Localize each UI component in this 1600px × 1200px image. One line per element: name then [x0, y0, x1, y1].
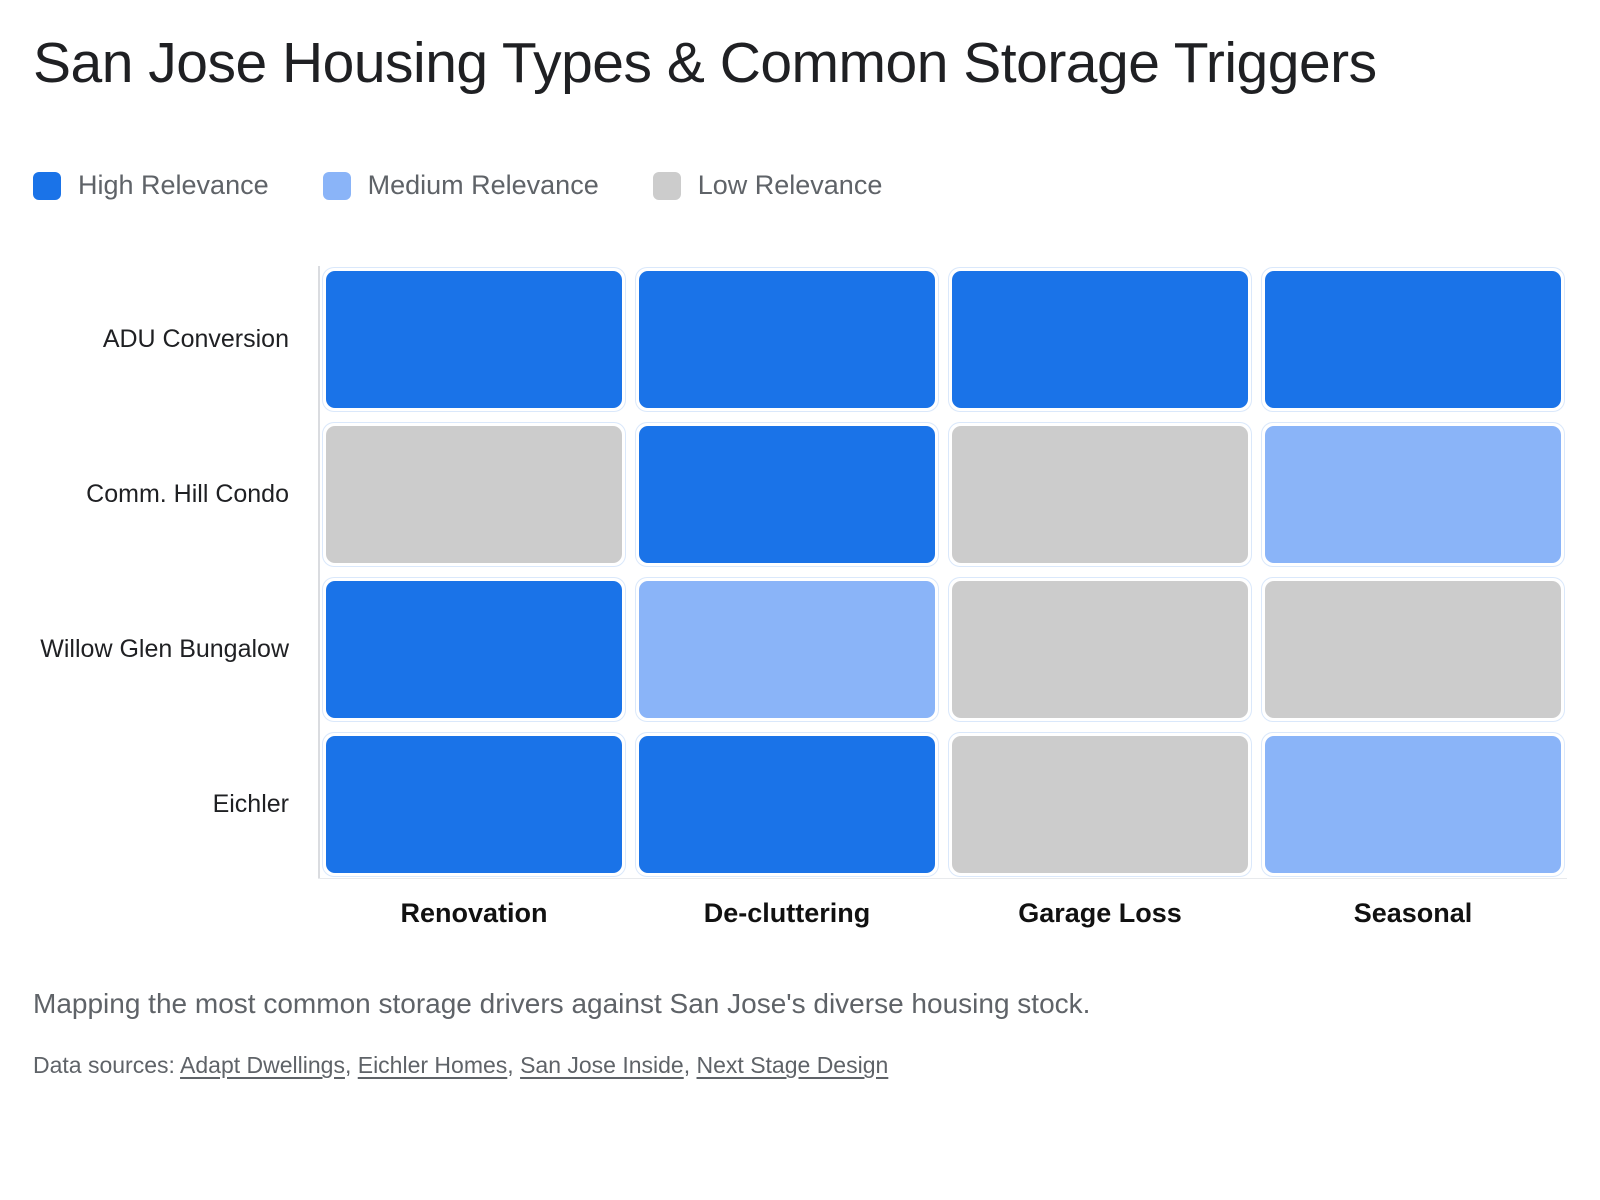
legend-item-low: Low Relevance	[652, 170, 883, 201]
source-link-adapt-dwellings[interactable]: Adapt Dwellings	[180, 1052, 345, 1078]
heatmap-grid: ADU Conversion Comm. Hill Condo Willow Gle…	[33, 267, 1565, 877]
heatmap-cell-slot	[1261, 422, 1565, 567]
heatmap-cell-willow-glen-bungalow-seasonal[interactable]	[1265, 581, 1561, 718]
chart-caption: Mapping the most common storage drivers …	[33, 988, 1091, 1019]
source-link-eichler-homes[interactable]: Eichler Homes	[357, 1052, 508, 1078]
row-label-comm-hill-condo: Comm. Hill Condo	[86, 480, 289, 508]
legend-label: Medium Relevance	[367, 170, 599, 200]
heatmap-cell-eichler-renovation[interactable]	[326, 736, 622, 873]
heatmap-cell-comm-hill-condo-de-cluttering[interactable]	[639, 426, 935, 563]
heatmap-cell-adu-conversion-seasonal[interactable]	[1265, 271, 1561, 408]
heatmap-cell-eichler-garage-loss[interactable]	[952, 736, 1248, 873]
data-sources-links: Adapt Dwellings, Eichler Homes, San Jose…	[180, 1052, 888, 1078]
heatmap-cell-slot	[948, 422, 1252, 567]
legend-item-high: High Relevance	[33, 170, 269, 201]
heatmap-cell-slot	[1261, 267, 1565, 412]
heatmap-cell-slot	[635, 422, 939, 567]
heatmap-cell-comm-hill-condo-garage-loss[interactable]	[952, 426, 1248, 563]
heatmap-cell-slot	[322, 422, 626, 567]
heatmap-cell-comm-hill-condo-seasonal[interactable]	[1265, 426, 1561, 563]
data-sources-prefix: Data sources:	[33, 1052, 181, 1078]
legend-item-medium: Medium Relevance	[322, 170, 599, 201]
heatmap-cell-willow-glen-bungalow-renovation[interactable]	[326, 581, 622, 718]
col-label-seasonal: Seasonal	[1353, 898, 1473, 928]
source-separator: ,	[344, 1052, 358, 1078]
heatmap-cell-slot	[322, 577, 626, 722]
heatmap-cell-slot	[948, 267, 1252, 412]
heatmap-cell-willow-glen-bungalow-de-cluttering[interactable]	[639, 581, 935, 718]
y-axis-line	[318, 266, 320, 879]
heatmap-cell-adu-conversion-garage-loss[interactable]	[952, 271, 1248, 408]
x-axis-labels: Renovation De-cluttering Garage Loss Season…	[322, 884, 1565, 929]
heatmap-cell-comm-hill-condo-renovation[interactable]	[326, 426, 622, 563]
legend-swatch-medium	[322, 171, 351, 200]
legend-swatch-high	[33, 171, 61, 200]
heatmap-cell-slot	[635, 577, 939, 722]
col-label-renovation: Renovation	[400, 898, 548, 928]
heatmap-cell-slot	[322, 267, 626, 412]
heatmap-cell-slot	[1261, 577, 1565, 722]
heatmap-cell-eichler-seasonal[interactable]	[1265, 736, 1561, 873]
source-separator: ,	[683, 1052, 697, 1078]
source-link-next-stage-design[interactable]: Next Stage Design	[696, 1052, 889, 1078]
col-label-garage-loss: Garage Loss	[1018, 898, 1182, 928]
source-separator: ,	[507, 1052, 521, 1078]
heatmap-cell-eichler-de-cluttering[interactable]	[639, 736, 935, 873]
heatmap-cell-slot	[1261, 732, 1565, 877]
heatmap-cell-adu-conversion-renovation[interactable]	[326, 271, 622, 408]
legend-label: High Relevance	[78, 170, 269, 200]
legend: High Relevance Medium Relevance Low Releva…	[33, 170, 882, 201]
legend-label: Low Relevance	[697, 170, 883, 200]
heatmap-cell-slot	[635, 732, 939, 877]
heatmap-cell-slot	[948, 577, 1252, 722]
chart-title: San Jose Housing Types & Common Storage …	[33, 31, 1377, 95]
row-label-eichler: Eichler	[212, 790, 289, 818]
heatmap-cell-willow-glen-bungalow-garage-loss[interactable]	[952, 581, 1248, 718]
col-label-de-cluttering: De-cluttering	[703, 898, 871, 928]
legend-swatch-low	[652, 171, 681, 200]
data-sources: Data sources: Adapt Dwellings, Eichler H…	[33, 1052, 888, 1079]
heatmap-cell-slot	[322, 732, 626, 877]
row-label-willow-glen-bungalow: Willow Glen Bungalow	[40, 635, 289, 663]
heatmap-cell-slot	[948, 732, 1252, 877]
source-link-san-jose-inside[interactable]: San Jose Inside	[520, 1052, 684, 1078]
row-label-adu-conversion: ADU Conversion	[102, 325, 289, 353]
x-axis-line	[318, 878, 1567, 879]
heatmap-cell-adu-conversion-de-cluttering[interactable]	[639, 271, 935, 408]
heatmap-cell-slot	[635, 267, 939, 412]
